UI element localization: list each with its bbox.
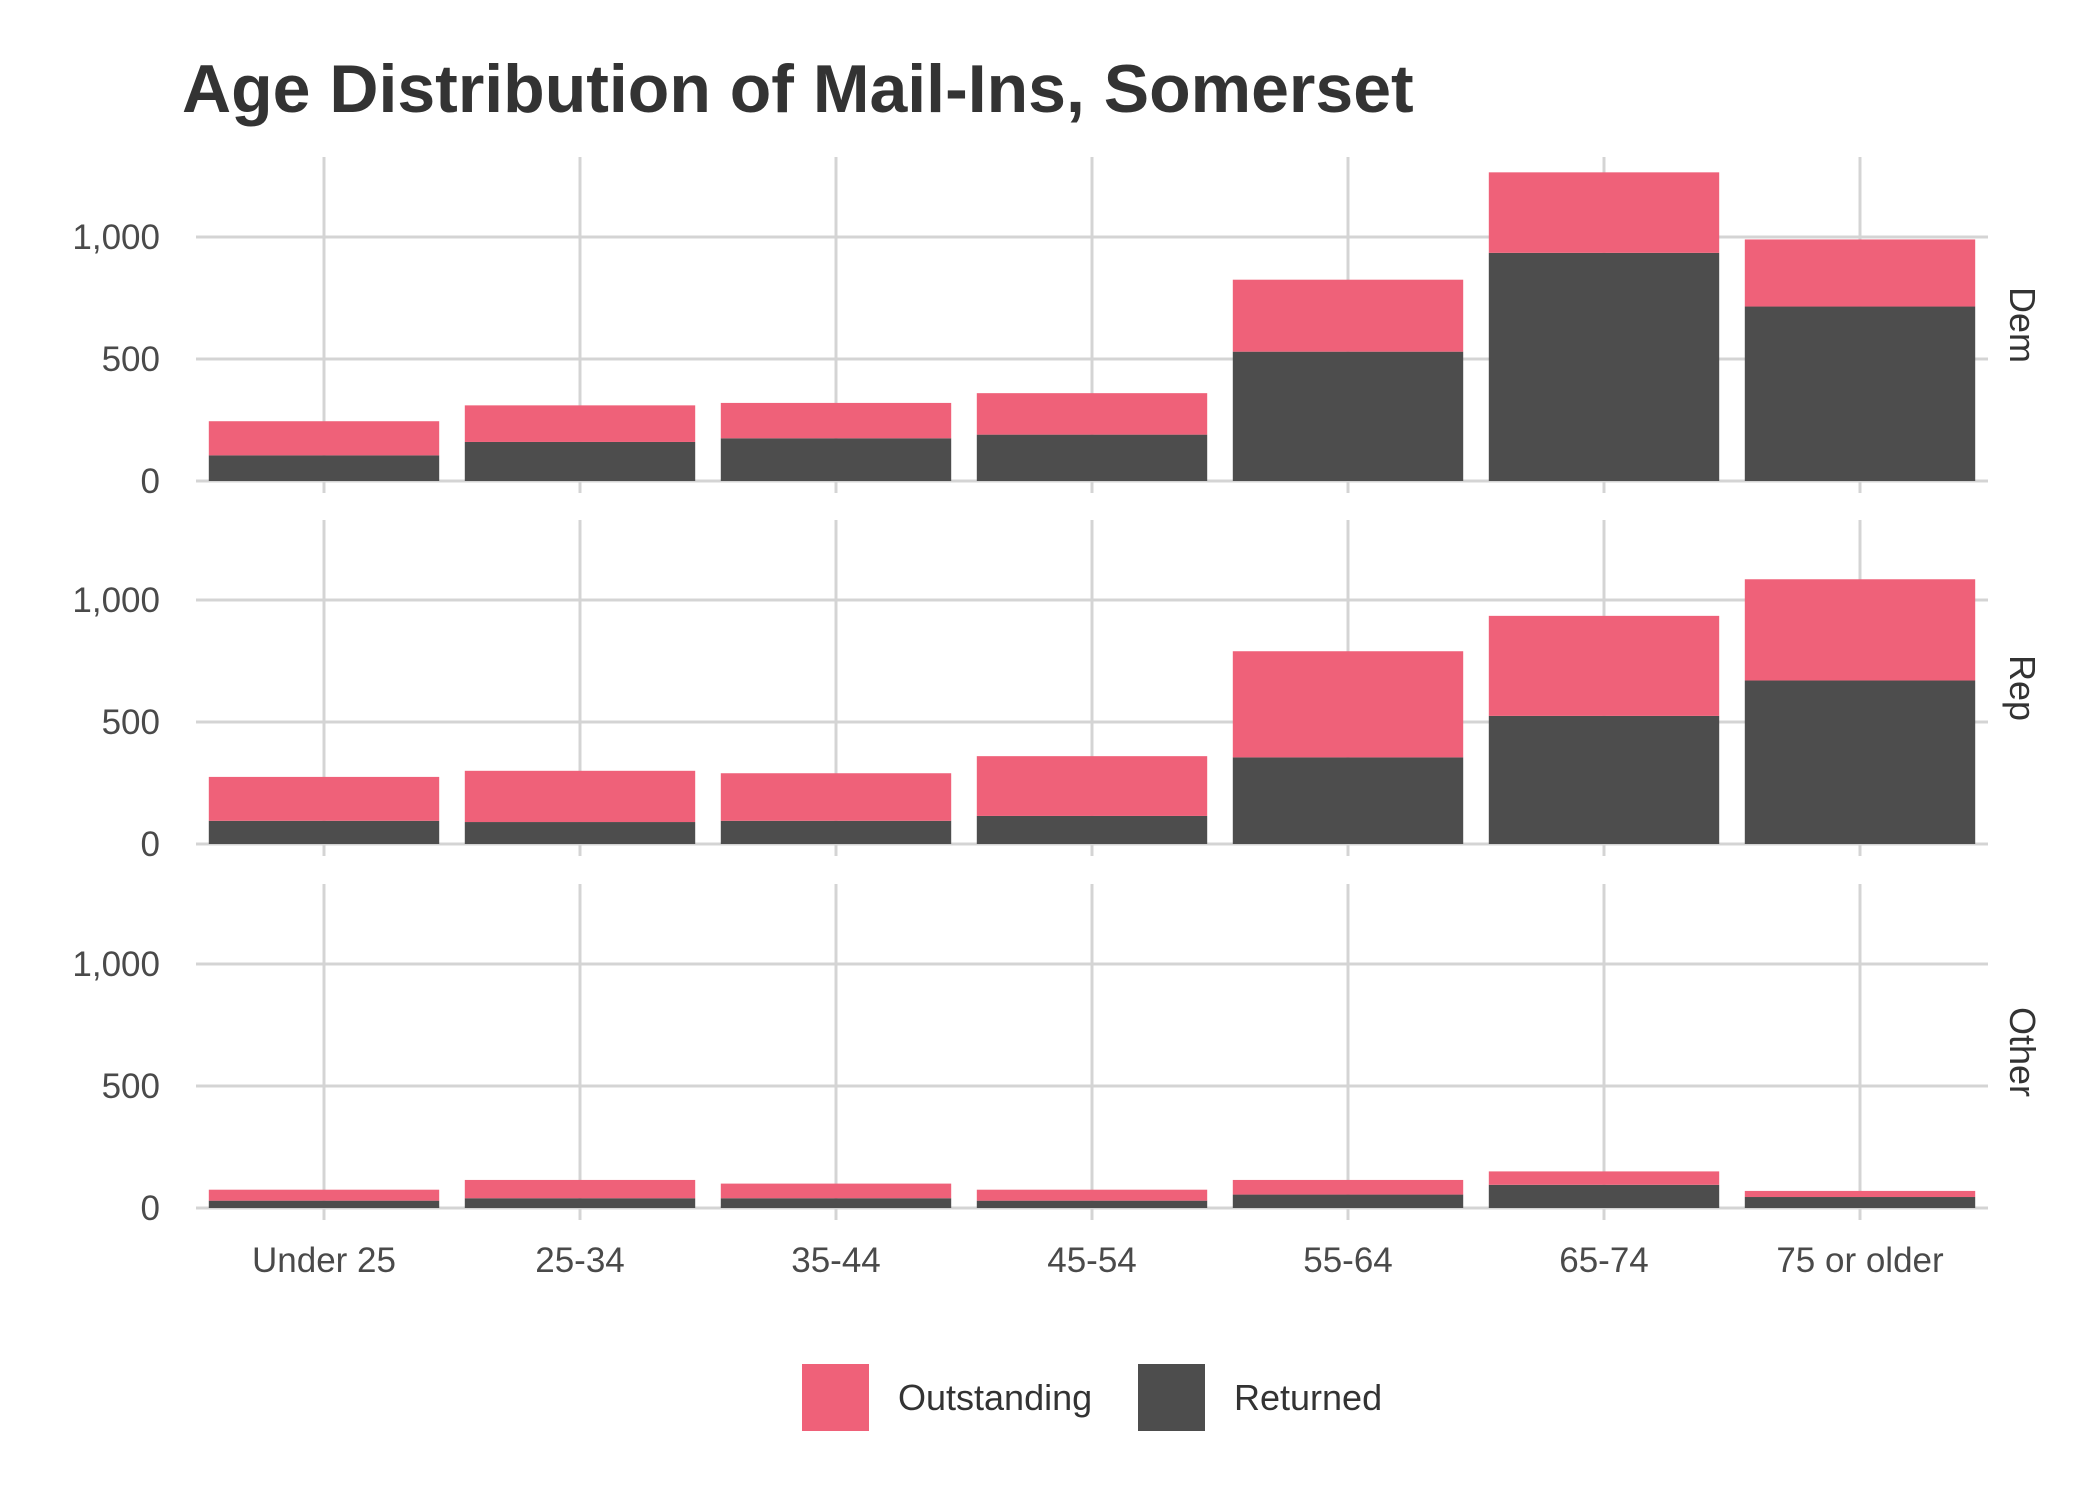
bar-outstanding xyxy=(1744,239,1976,307)
y-tick-label: 0 xyxy=(141,1189,160,1228)
bar-returned xyxy=(1232,1194,1464,1208)
bar-returned xyxy=(976,1200,1208,1208)
bar-outstanding xyxy=(1488,1171,1720,1185)
bar-outstanding xyxy=(1232,279,1464,352)
bar-outstanding xyxy=(208,776,440,821)
bar-outstanding xyxy=(1232,651,1464,758)
bar-outstanding xyxy=(976,393,1208,435)
y-tick-label: 0 xyxy=(141,825,160,864)
bar-outstanding xyxy=(1488,615,1720,716)
bar-outstanding xyxy=(208,421,440,456)
legend-label-outstanding: Outstanding xyxy=(898,1377,1092,1418)
bar-outstanding xyxy=(976,756,1208,816)
bar-returned xyxy=(464,822,696,844)
bar-returned xyxy=(1744,1197,1976,1208)
bar-returned xyxy=(208,1200,440,1208)
bar-returned xyxy=(464,441,696,481)
y-tick-label: 1,000 xyxy=(72,581,160,620)
bar-outstanding xyxy=(976,1189,1208,1201)
x-axis: Under 25 25-34 35-44 45-54 55-64 65-74 75 or o… xyxy=(252,1241,1944,1280)
bar-returned xyxy=(976,815,1208,844)
bar-outstanding xyxy=(464,405,696,442)
x-tick-label: 45-54 xyxy=(1047,1241,1137,1280)
x-tick-label: Under 25 xyxy=(252,1241,396,1280)
bar-outstanding xyxy=(720,773,952,821)
x-tick-label: 25-34 xyxy=(535,1241,625,1280)
bar-returned xyxy=(1232,351,1464,481)
bar-outstanding xyxy=(208,1189,440,1201)
bar-returned xyxy=(1488,1184,1720,1208)
y-tick-label: 0 xyxy=(141,462,160,501)
bar-returned xyxy=(976,434,1208,481)
panel-dem: 0 500 1,000 Dem xyxy=(72,157,2043,501)
legend-swatch-returned xyxy=(1138,1364,1205,1431)
bar-outstanding xyxy=(1232,1179,1464,1195)
bar-outstanding xyxy=(720,402,952,439)
bar-returned xyxy=(720,438,952,481)
bar-outstanding xyxy=(720,1183,952,1199)
bar-outstanding xyxy=(1744,1190,1976,1198)
facet-strip-label: Dem xyxy=(2002,287,2043,363)
chart-title: Age Distribution of Mail-Ins, Somerset xyxy=(182,51,1414,127)
bar-outstanding xyxy=(464,770,696,823)
x-tick-label: 65-74 xyxy=(1559,1241,1649,1280)
facet-strip-label: Other xyxy=(2002,1007,2043,1097)
bar-returned xyxy=(720,820,952,844)
bar-returned xyxy=(464,1198,696,1208)
y-tick-label: 1,000 xyxy=(72,218,160,257)
panel-other: 0 500 1,000 Other xyxy=(72,884,2043,1228)
y-tick-label: 1,000 xyxy=(72,945,160,984)
bar-returned xyxy=(1744,680,1976,844)
legend: Outstanding Returned xyxy=(802,1364,1382,1431)
facet-strip-label: Rep xyxy=(2002,655,2043,721)
x-tick-label: 55-64 xyxy=(1303,1241,1393,1280)
legend-swatch-outstanding xyxy=(802,1364,869,1431)
y-tick-label: 500 xyxy=(102,703,160,742)
bar-returned xyxy=(720,1198,952,1208)
y-tick-label: 500 xyxy=(102,340,160,379)
panel-rep: 0 500 1,000 Rep xyxy=(72,520,2043,864)
x-tick-label: 75 or older xyxy=(1776,1241,1944,1280)
bar-returned xyxy=(1232,757,1464,844)
legend-label-returned: Returned xyxy=(1234,1377,1382,1418)
x-tick-label: 35-44 xyxy=(791,1241,881,1280)
bar-outstanding xyxy=(1744,579,1976,681)
facet-panels: 0 500 1,000 Dem 0 500 1,000 Rep 0 500 1,000 Other xyxy=(72,157,2043,1228)
bar-returned xyxy=(208,820,440,844)
y-tick-label: 500 xyxy=(102,1067,160,1106)
bar-outstanding xyxy=(464,1179,696,1199)
bar-returned xyxy=(1488,715,1720,844)
bar-outstanding xyxy=(1488,172,1720,253)
bar-returned xyxy=(1744,306,1976,481)
bar-returned xyxy=(1488,252,1720,481)
bar-returned xyxy=(208,455,440,481)
